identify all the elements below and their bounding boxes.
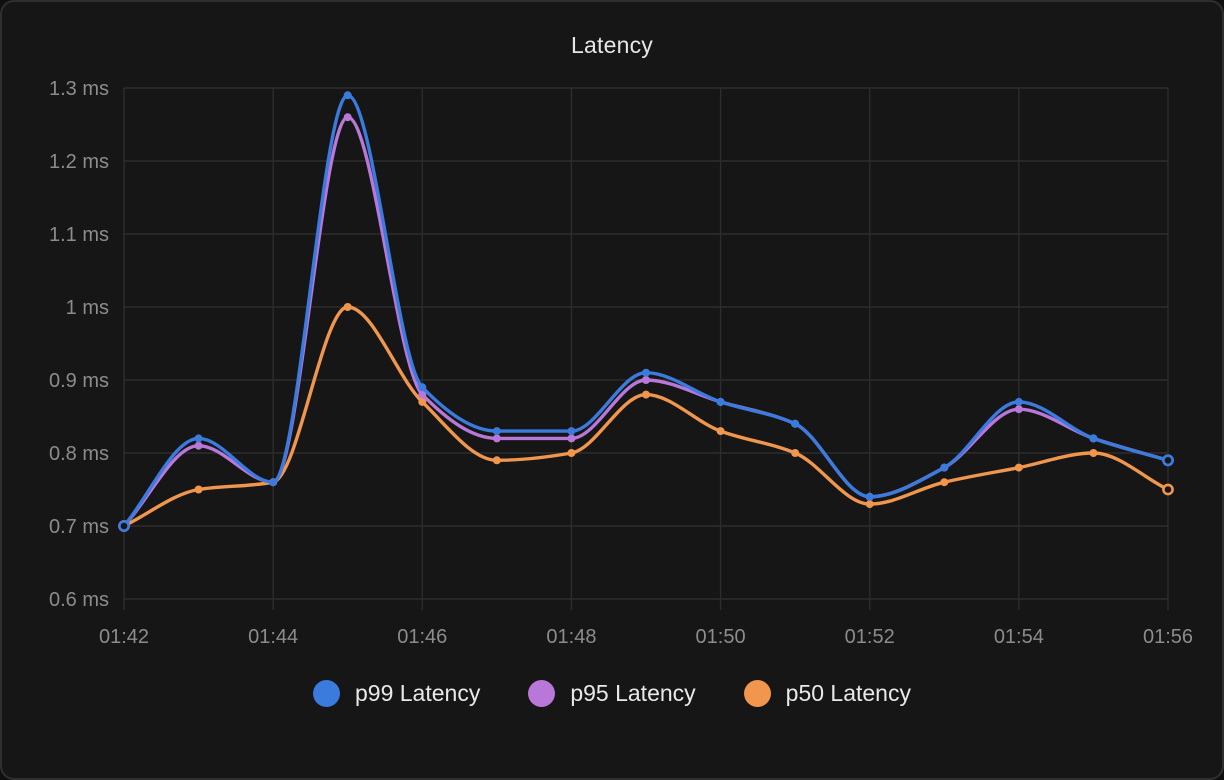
data-point-p50-latency[interactable] <box>343 303 352 311</box>
y-tick-label: 0.7 ms <box>49 516 109 538</box>
legend-label-p99-latency: p99 Latency <box>355 680 481 706</box>
data-point-p95-latency[interactable] <box>567 434 576 443</box>
data-point-p50-latency[interactable] <box>1089 449 1098 457</box>
data-point-p50-latency[interactable] <box>194 485 203 494</box>
data-point-p99-latency[interactable] <box>940 463 949 472</box>
x-tick-label: 01:48 <box>546 626 596 648</box>
y-tick-label: 1.1 ms <box>49 224 109 246</box>
chart-title: Latency <box>571 32 653 58</box>
y-tick-label: 1.3 ms <box>49 78 109 100</box>
y-tick-label: 0.6 ms <box>49 589 109 611</box>
y-tick-label: 0.8 ms <box>49 443 109 465</box>
x-tick-label: 01:44 <box>248 626 298 648</box>
x-tick-label: 01:50 <box>696 626 746 648</box>
data-point-p95-latency[interactable] <box>642 376 650 384</box>
data-point-p50-latency[interactable] <box>865 500 874 509</box>
data-point-p50-latency[interactable] <box>1162 483 1174 496</box>
data-point-p50-latency[interactable] <box>642 390 650 399</box>
legend-dot-p50-latency <box>743 680 771 707</box>
legend-dot-p99-latency <box>313 680 340 707</box>
plot-area[interactable] <box>124 88 1168 599</box>
legend-dot-p95-latency <box>528 680 556 707</box>
data-point-p99-latency[interactable] <box>716 397 725 406</box>
data-point-p50-latency[interactable] <box>940 478 949 487</box>
data-point-p99-latency[interactable] <box>567 427 576 436</box>
data-point-p99-latency[interactable] <box>492 427 501 436</box>
data-point-p95-latency[interactable] <box>418 390 427 399</box>
data-point-p99-latency[interactable] <box>1089 434 1098 443</box>
x-tick-label: 01:52 <box>845 626 895 648</box>
data-point-p99-latency[interactable] <box>865 492 874 501</box>
x-tick-label: 01:42 <box>99 626 149 648</box>
y-tick-label: 1 ms <box>66 297 109 319</box>
data-point-p95-latency[interactable] <box>343 113 352 122</box>
data-point-p50-latency[interactable] <box>716 427 725 436</box>
data-point-p95-latency[interactable] <box>194 441 203 450</box>
legend-item-p99-latency[interactable]: p99 Latency <box>313 680 480 707</box>
series-line-p50-latency <box>122 305 1170 528</box>
data-point-p50-latency[interactable] <box>791 449 800 457</box>
data-point-p99-latency[interactable] <box>418 383 427 392</box>
data-point-p99-latency[interactable] <box>194 434 203 443</box>
legend-item-p95-latency[interactable]: p95 Latency <box>528 680 696 707</box>
data-point-p99-latency[interactable] <box>791 419 800 428</box>
legend-item-p50-latency[interactable]: p50 Latency <box>743 680 911 707</box>
chart-legend: p99 Latency p95 Latency p50 Latency <box>2 680 1222 707</box>
data-point-p99-latency[interactable] <box>118 520 130 532</box>
x-tick-label: 01:56 <box>1143 626 1193 648</box>
data-point-p95-latency[interactable] <box>1014 405 1023 414</box>
data-point-p99-latency[interactable] <box>343 91 352 100</box>
data-point-p95-latency[interactable] <box>492 434 501 443</box>
data-point-p50-latency[interactable] <box>492 456 501 465</box>
y-tick-label: 0.9 ms <box>49 370 109 392</box>
legend-label-p95-latency: p95 Latency <box>570 680 696 706</box>
data-point-p50-latency[interactable] <box>567 449 576 457</box>
x-tick-label: 01:46 <box>397 626 447 648</box>
data-point-p99-latency[interactable] <box>1014 397 1023 406</box>
y-tick-label: 1.2 ms <box>49 151 109 173</box>
data-point-p50-latency[interactable] <box>418 397 427 406</box>
data-point-p99-latency[interactable] <box>1162 454 1174 467</box>
legend-label-p50-latency: p50 Latency <box>785 680 911 706</box>
data-point-p99-latency[interactable] <box>642 368 650 377</box>
x-tick-label: 01:54 <box>994 626 1044 648</box>
data-point-p50-latency[interactable] <box>1014 463 1023 472</box>
data-point-p99-latency[interactable] <box>269 478 278 487</box>
